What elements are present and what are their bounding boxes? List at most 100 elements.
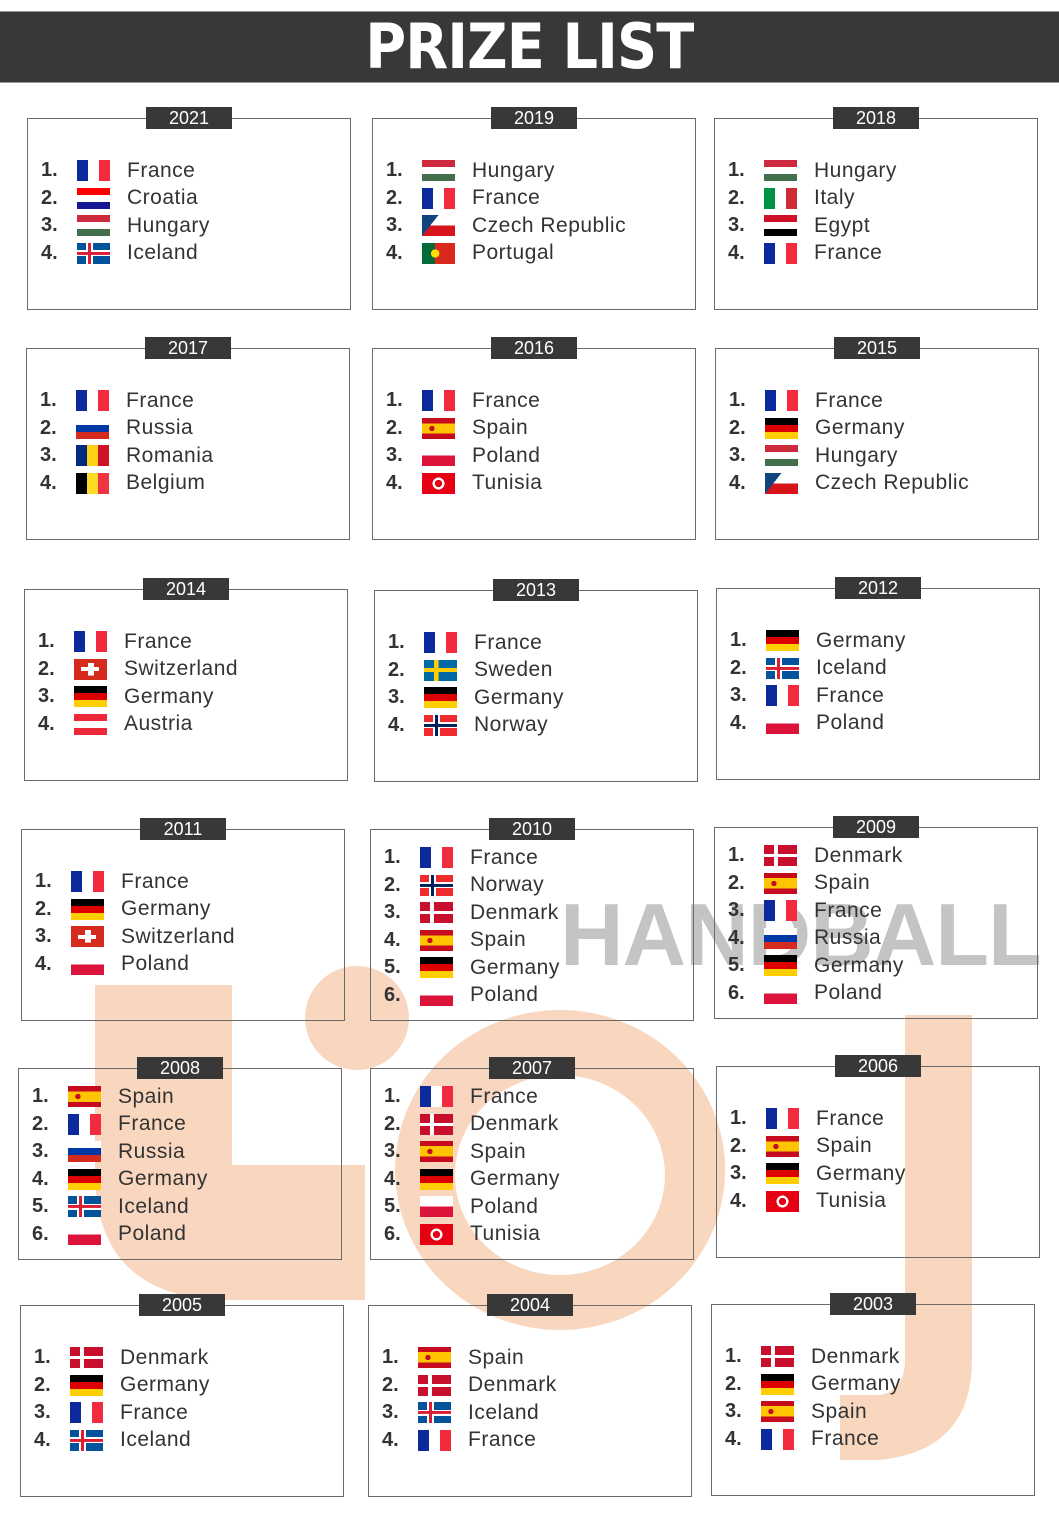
list-item: 6. Poland (384, 982, 560, 1010)
country-name: Romania (126, 443, 214, 467)
rank-number: 1. (384, 846, 401, 869)
flag-norway-icon (420, 874, 453, 896)
rank-number: 2. (40, 416, 57, 439)
country-name: France (816, 683, 885, 707)
rank-number: 4. (38, 712, 55, 735)
list-item: 3. Denmark (384, 899, 560, 927)
flag-spain-icon (764, 872, 797, 894)
list-item: 4. Belgium (40, 470, 214, 498)
country-name: Germany (470, 1167, 560, 1191)
list-item: 1. France (386, 387, 542, 415)
year-label: 2015 (834, 337, 920, 359)
list-item: 3. France (34, 1399, 210, 1427)
list-item: 4. Iceland (41, 240, 210, 268)
flag-france-icon (424, 632, 457, 654)
list-item: 1. France (38, 628, 238, 656)
rank-number: 2. (41, 186, 58, 209)
list-item: 1. Denmark (728, 842, 904, 870)
flag-denmark-icon (70, 1347, 103, 1369)
flag-switzerland-icon (71, 926, 104, 948)
flag-hungary-icon (765, 445, 798, 467)
list-item: 4. Iceland (34, 1427, 210, 1455)
flag-germany-icon (424, 687, 457, 709)
year-label: 2005 (139, 1294, 225, 1316)
rank-number: 4. (730, 1189, 747, 1212)
rank-number: 2. (728, 186, 745, 209)
flag-iceland-icon (68, 1196, 101, 1218)
rank-number: 4. (34, 1428, 51, 1451)
country-name: France (126, 388, 195, 412)
flag-switzerland-icon (74, 658, 107, 680)
rank-number: 5. (728, 954, 745, 977)
list-item: 1. Denmark (34, 1344, 210, 1372)
rank-number: 2. (38, 657, 55, 680)
country-name: France (472, 388, 541, 412)
country-name: Poland (470, 1194, 539, 1218)
country-name: Russia (118, 1139, 186, 1163)
rank-number: 4. (384, 928, 401, 951)
country-name: Poland (121, 952, 190, 976)
rank-number: 2. (730, 1134, 747, 1157)
rank-number: 4. (384, 1167, 401, 1190)
flag-poland-icon (68, 1223, 101, 1245)
year-label: 2016 (491, 337, 577, 359)
country-name: Spain (470, 1139, 527, 1163)
flag-germany-icon (761, 1373, 794, 1395)
prize-card-2013: 2013 1. France 2. Sweden 3. Germany 4. Norway (374, 579, 698, 782)
list-item: 2. Norway (384, 872, 560, 900)
rank-number: 3. (35, 925, 52, 948)
flag-hungary-icon (77, 215, 110, 237)
prize-card-2019: 2019 1. Hungary 2. France 3. Czech Republic 4. P… (372, 107, 696, 310)
country-name: Portugal (472, 241, 555, 265)
flag-tunisia-icon (420, 1223, 453, 1245)
list-item: 3. Spain (725, 1398, 901, 1426)
rank-number: 4. (730, 711, 747, 734)
list-item: 4. Tunisia (730, 1188, 906, 1216)
country-name: Germany (121, 897, 211, 921)
country-name: Denmark (470, 900, 559, 924)
list-item: 4. Czech Republic (729, 470, 969, 498)
rank-number: 3. (384, 901, 401, 924)
rank-number: 2. (730, 656, 747, 679)
country-name: Denmark (470, 1112, 559, 1136)
list-item: 1. Hungary (728, 157, 897, 185)
year-label: 2019 (491, 107, 577, 129)
country-name: Norway (474, 713, 549, 737)
country-name: France (124, 629, 193, 653)
list-item: 2. Switzerland (38, 656, 238, 684)
rank-number: 1. (730, 629, 747, 652)
country-name: France (815, 388, 884, 412)
rank-number: 2. (388, 658, 405, 681)
flag-germany-icon (420, 1168, 453, 1190)
country-name: Hungary (127, 213, 210, 237)
rank-number: 3. (388, 686, 405, 709)
country-name: France (470, 1084, 539, 1108)
rank-number: 4. (386, 241, 403, 264)
rank-number: 2. (386, 416, 403, 439)
country-name: Egypt (814, 213, 871, 237)
country-name: Denmark (814, 843, 903, 867)
flag-france-icon (70, 1402, 103, 1424)
rank-number: 4. (386, 471, 403, 494)
rank-number: 4. (35, 952, 52, 975)
country-name: Spain (470, 928, 527, 952)
list-item: 1. France (730, 1105, 906, 1133)
list-item: 1. France (40, 387, 214, 415)
flag-austria-icon (74, 713, 107, 735)
flag-france-icon (418, 1429, 451, 1451)
country-name: France (470, 845, 539, 869)
country-name: Croatia (127, 186, 199, 210)
header-banner: PRIZE LIST (0, 11, 1059, 83)
list-item: 2. Spain (728, 870, 904, 898)
flag-sweden-icon (424, 659, 457, 681)
rank-number: 1. (728, 159, 745, 182)
country-name: Spain (468, 1345, 525, 1369)
list-item: 3. Hungary (729, 442, 969, 470)
flag-spain-icon (420, 1141, 453, 1163)
prize-card-2017: 2017 1. France 2. Russia 3. Romania 4. Belgium (26, 337, 350, 540)
flag-belgium-icon (76, 472, 109, 494)
list-item: 5. Germany (728, 952, 904, 980)
rank-number: 1. (40, 389, 57, 412)
rank-number: 2. (729, 416, 746, 439)
flag-czech-republic-icon (765, 472, 798, 494)
